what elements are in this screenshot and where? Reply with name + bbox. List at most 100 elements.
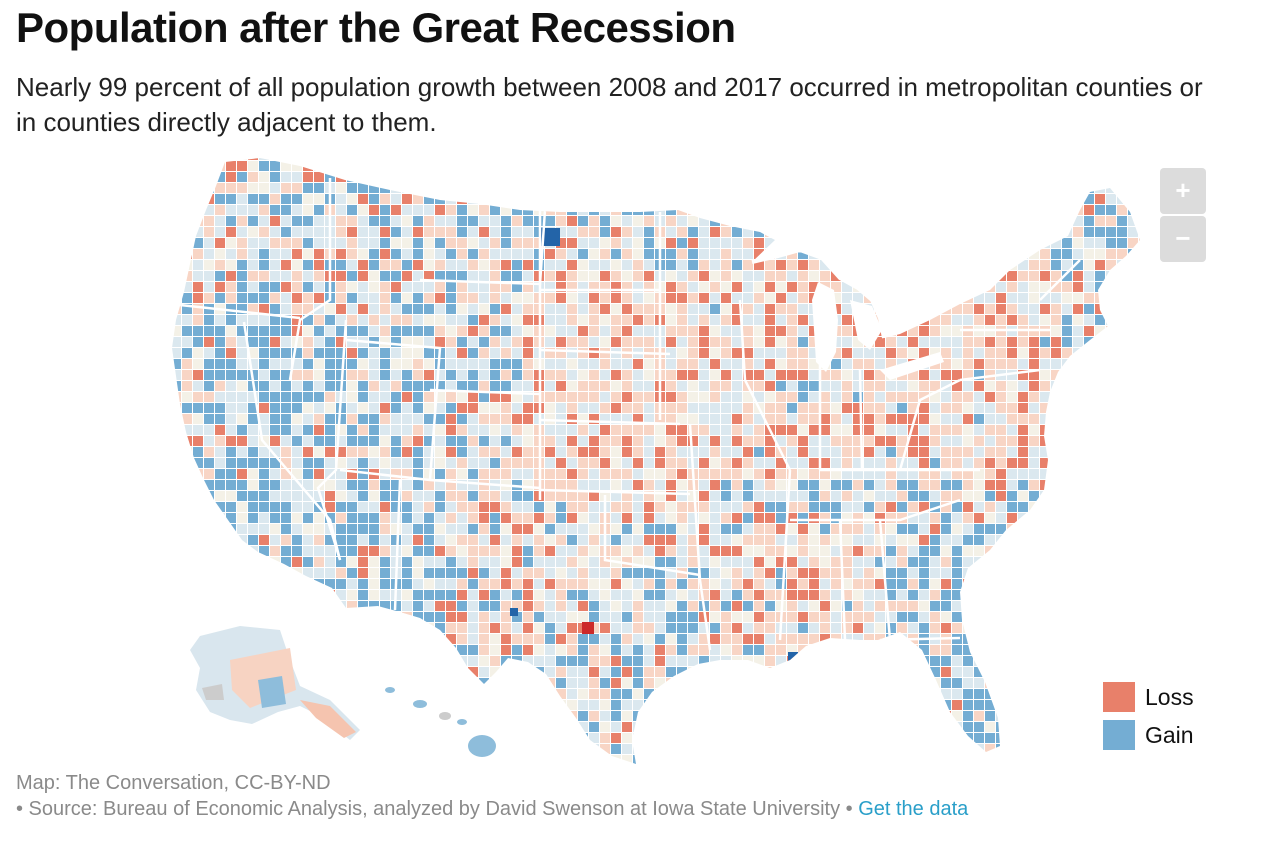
county-tile[interactable] — [985, 282, 995, 292]
county-tile[interactable] — [479, 260, 489, 270]
county-tile[interactable] — [457, 447, 467, 457]
county-tile[interactable] — [259, 238, 269, 248]
county-tile[interactable] — [336, 634, 346, 644]
county-tile[interactable] — [809, 645, 819, 655]
county-tile[interactable] — [446, 392, 456, 402]
county-tile[interactable] — [919, 744, 929, 754]
county-tile[interactable] — [666, 579, 676, 589]
county-tile[interactable] — [1073, 381, 1083, 391]
county-tile[interactable] — [226, 282, 236, 292]
county-tile[interactable] — [985, 568, 995, 578]
county-tile[interactable] — [314, 546, 324, 556]
county-tile[interactable] — [314, 755, 324, 765]
county-tile[interactable] — [248, 315, 258, 325]
county-tile[interactable] — [479, 612, 489, 622]
county-tile[interactable] — [886, 612, 896, 622]
county-tile[interactable] — [633, 403, 643, 413]
county-tile[interactable] — [248, 755, 258, 765]
county-tile[interactable] — [281, 172, 291, 182]
county-tile[interactable] — [710, 249, 720, 259]
county-tile[interactable] — [919, 524, 929, 534]
county-tile[interactable] — [875, 557, 885, 567]
county-tile[interactable] — [908, 458, 918, 468]
county-tile[interactable] — [721, 161, 731, 171]
county-tile[interactable] — [688, 733, 698, 743]
county-tile[interactable] — [798, 546, 808, 556]
county-tile[interactable] — [831, 733, 841, 743]
county-tile[interactable] — [996, 612, 1006, 622]
county-tile[interactable] — [765, 568, 775, 578]
county-tile[interactable] — [897, 491, 907, 501]
county-tile[interactable] — [160, 645, 170, 655]
county-tile[interactable] — [171, 733, 181, 743]
county-tile[interactable] — [468, 447, 478, 457]
county-tile[interactable] — [391, 733, 401, 743]
county-tile[interactable] — [193, 557, 203, 567]
county-tile[interactable] — [1117, 623, 1127, 633]
county-tile[interactable] — [644, 491, 654, 501]
county-tile[interactable] — [402, 370, 412, 380]
county-tile[interactable] — [941, 392, 951, 402]
county-tile[interactable] — [1106, 183, 1116, 193]
county-tile[interactable] — [710, 183, 720, 193]
county-tile[interactable] — [897, 546, 907, 556]
county-tile[interactable] — [886, 161, 896, 171]
county-tile[interactable] — [787, 425, 797, 435]
county-tile[interactable] — [545, 524, 555, 534]
county-tile[interactable] — [1018, 447, 1028, 457]
county-tile[interactable] — [325, 161, 335, 171]
county-tile[interactable] — [611, 271, 621, 281]
county-tile[interactable] — [556, 502, 566, 512]
county-tile[interactable] — [336, 524, 346, 534]
county-tile[interactable] — [842, 238, 852, 248]
county-tile[interactable] — [875, 480, 885, 490]
county-tile[interactable] — [204, 447, 214, 457]
county-tile[interactable] — [259, 205, 269, 215]
county-tile[interactable] — [633, 458, 643, 468]
county-tile[interactable] — [1029, 161, 1039, 171]
county-tile[interactable] — [644, 733, 654, 743]
county-tile[interactable] — [479, 524, 489, 534]
county-tile[interactable] — [358, 161, 368, 171]
county-tile[interactable] — [501, 546, 511, 556]
county-tile[interactable] — [215, 271, 225, 281]
county-tile[interactable] — [347, 612, 357, 622]
county-tile[interactable] — [963, 425, 973, 435]
county-tile[interactable] — [501, 524, 511, 534]
county-tile[interactable] — [303, 194, 313, 204]
county-tile[interactable] — [710, 601, 720, 611]
county-tile[interactable] — [567, 260, 577, 270]
county-tile[interactable] — [809, 216, 819, 226]
county-tile[interactable] — [1117, 150, 1127, 160]
county-tile[interactable] — [292, 491, 302, 501]
county-tile[interactable] — [699, 293, 709, 303]
county-tile[interactable] — [380, 326, 390, 336]
county-tile[interactable] — [413, 249, 423, 259]
county-tile[interactable] — [556, 524, 566, 534]
county-tile[interactable] — [358, 227, 368, 237]
county-tile[interactable] — [611, 205, 621, 215]
county-tile[interactable] — [160, 381, 170, 391]
county-tile[interactable] — [523, 172, 533, 182]
county-tile[interactable] — [171, 436, 181, 446]
county-tile[interactable] — [281, 216, 291, 226]
county-tile[interactable] — [1040, 469, 1050, 479]
county-tile[interactable] — [424, 183, 434, 193]
county-tile[interactable] — [237, 370, 247, 380]
county-tile[interactable] — [864, 667, 874, 677]
county-tile[interactable] — [633, 755, 643, 765]
county-tile[interactable] — [1084, 656, 1094, 666]
county-tile[interactable] — [721, 315, 731, 325]
county-tile[interactable] — [589, 601, 599, 611]
county-tile[interactable] — [204, 381, 214, 391]
county-tile[interactable] — [633, 744, 643, 754]
county-tile[interactable] — [974, 293, 984, 303]
county-tile[interactable] — [402, 656, 412, 666]
county-tile[interactable] — [468, 491, 478, 501]
county-tile[interactable] — [369, 656, 379, 666]
county-tile[interactable] — [1095, 337, 1105, 347]
county-tile[interactable] — [248, 249, 258, 259]
county-tile[interactable] — [589, 656, 599, 666]
county-tile[interactable] — [886, 502, 896, 512]
county-tile[interactable] — [1095, 491, 1105, 501]
